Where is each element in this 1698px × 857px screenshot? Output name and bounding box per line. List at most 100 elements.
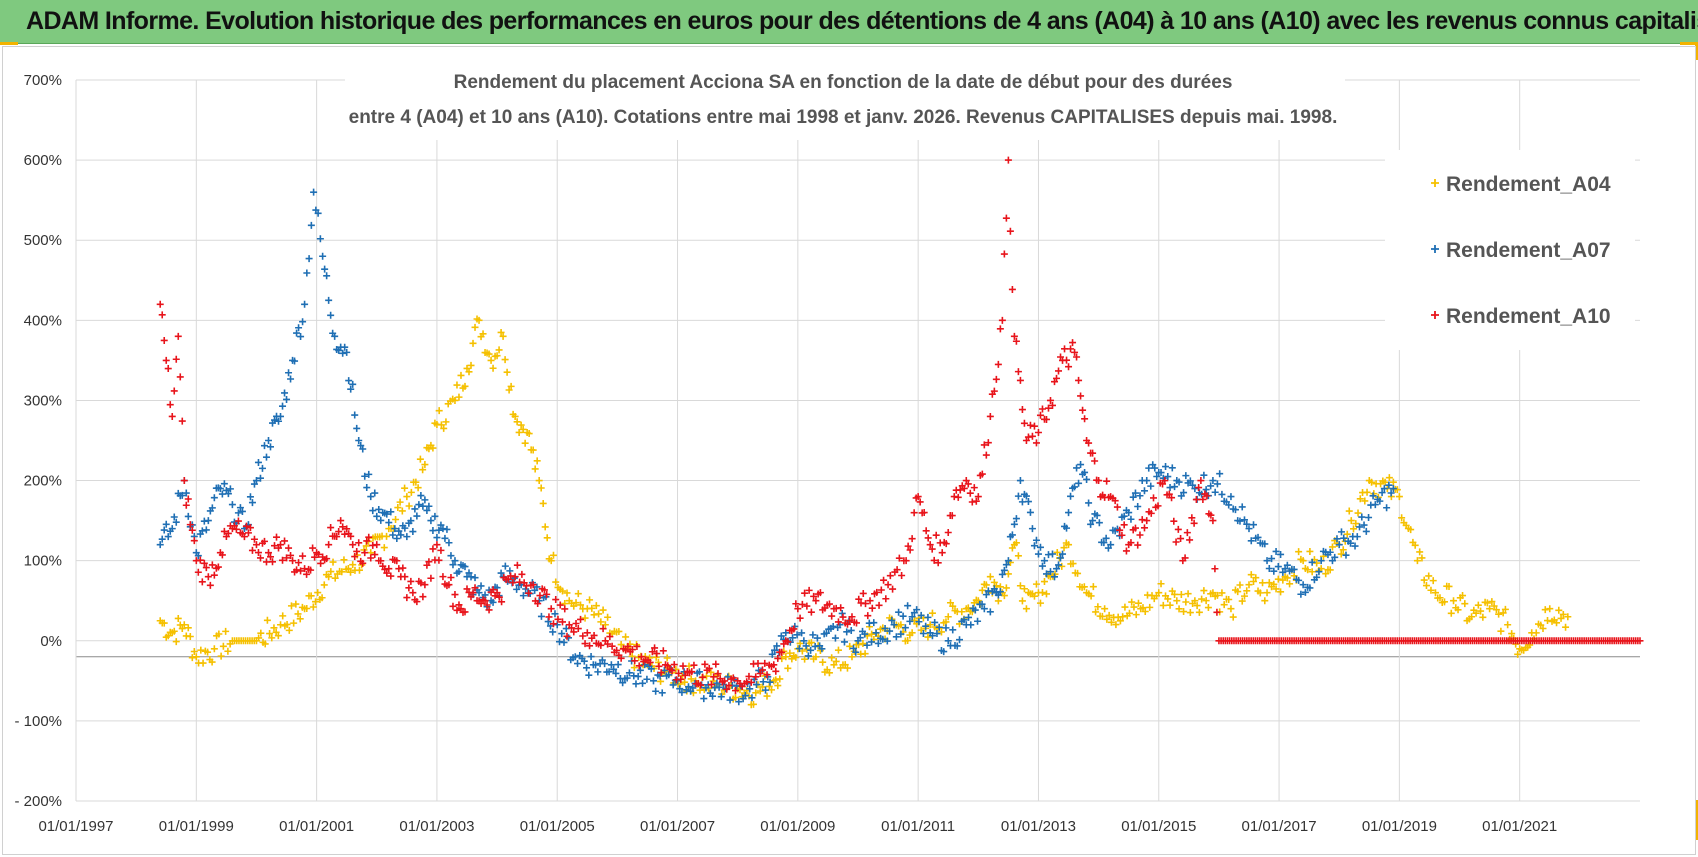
data-point bbox=[463, 585, 471, 593]
data-point bbox=[256, 474, 264, 482]
data-point bbox=[606, 633, 614, 641]
data-point bbox=[361, 549, 369, 557]
data-point bbox=[1207, 482, 1215, 490]
data-point bbox=[417, 579, 425, 587]
data-point bbox=[631, 657, 639, 665]
data-point bbox=[266, 553, 274, 561]
data-point bbox=[974, 493, 982, 501]
data-point bbox=[318, 594, 326, 602]
data-point bbox=[214, 563, 222, 571]
data-point bbox=[307, 566, 315, 574]
data-point bbox=[215, 630, 223, 638]
data-point bbox=[1085, 439, 1093, 447]
data-point bbox=[670, 661, 678, 669]
data-point bbox=[1202, 597, 1210, 605]
data-point bbox=[252, 541, 260, 549]
data-point bbox=[1200, 471, 1208, 479]
data-point bbox=[1094, 603, 1102, 611]
data-point bbox=[1174, 525, 1182, 533]
data-point bbox=[930, 556, 938, 564]
data-point bbox=[996, 588, 1004, 596]
data-point bbox=[610, 665, 618, 673]
data-point bbox=[1060, 544, 1068, 552]
legend-marker bbox=[1431, 179, 1439, 187]
data-point bbox=[942, 540, 950, 548]
data-point bbox=[319, 252, 327, 260]
data-point bbox=[483, 601, 491, 609]
data-point bbox=[1069, 339, 1077, 347]
data-point bbox=[597, 641, 605, 649]
data-point bbox=[1218, 589, 1226, 597]
data-point bbox=[1004, 156, 1012, 164]
data-point bbox=[690, 661, 698, 669]
data-point bbox=[1121, 603, 1129, 611]
data-point bbox=[401, 573, 409, 581]
data-point bbox=[226, 485, 234, 493]
data-point bbox=[1022, 492, 1030, 500]
data-point bbox=[1079, 406, 1087, 414]
data-point bbox=[248, 546, 256, 554]
data-point bbox=[316, 235, 324, 243]
data-point bbox=[363, 537, 371, 545]
grid-lines bbox=[75, 79, 1640, 802]
data-point bbox=[768, 686, 776, 694]
data-point bbox=[1360, 521, 1368, 529]
data-point bbox=[536, 592, 544, 600]
data-point bbox=[1083, 475, 1091, 483]
data-point bbox=[1301, 588, 1309, 596]
data-point bbox=[1216, 470, 1224, 478]
data-point bbox=[164, 533, 172, 541]
data-point bbox=[277, 541, 285, 549]
data-point bbox=[176, 373, 184, 381]
data-point bbox=[825, 600, 833, 608]
data-point bbox=[813, 634, 821, 642]
data-point bbox=[1422, 582, 1430, 590]
data-point bbox=[1425, 572, 1433, 580]
x-tick-label: 01/01/2005 bbox=[520, 818, 595, 835]
data-point bbox=[525, 430, 533, 438]
data-point bbox=[1077, 461, 1085, 469]
data-point bbox=[756, 687, 764, 695]
data-point bbox=[162, 520, 170, 528]
data-point bbox=[427, 574, 435, 582]
data-point bbox=[1562, 623, 1570, 631]
data-point bbox=[1356, 523, 1364, 531]
data-point bbox=[314, 589, 322, 597]
data-point bbox=[1387, 489, 1395, 497]
data-point bbox=[605, 668, 613, 676]
data-point bbox=[377, 516, 385, 524]
data-point bbox=[1193, 602, 1201, 610]
data-point bbox=[699, 673, 707, 681]
data-point bbox=[521, 439, 529, 447]
data-point bbox=[619, 679, 627, 687]
data-point bbox=[307, 592, 315, 600]
data-point bbox=[383, 569, 391, 577]
data-point bbox=[549, 551, 557, 559]
data-point bbox=[1026, 508, 1034, 516]
data-point bbox=[1030, 422, 1038, 430]
data-point bbox=[554, 615, 562, 623]
data-point bbox=[982, 581, 990, 589]
data-point bbox=[1272, 585, 1280, 593]
data-point bbox=[262, 558, 270, 566]
data-point bbox=[457, 371, 465, 379]
data-point bbox=[317, 559, 325, 567]
x-tick-label: 01/01/2017 bbox=[1242, 818, 1317, 835]
data-point bbox=[982, 591, 990, 599]
data-point bbox=[261, 640, 269, 648]
data-point bbox=[443, 525, 451, 533]
data-point bbox=[664, 662, 672, 670]
data-point bbox=[1254, 533, 1262, 541]
data-point bbox=[801, 589, 809, 597]
data-point bbox=[543, 534, 551, 542]
data-point bbox=[511, 412, 519, 420]
data-point bbox=[883, 637, 891, 645]
data-point bbox=[715, 683, 723, 691]
data-point bbox=[1272, 547, 1280, 555]
data-point bbox=[1240, 516, 1248, 524]
data-point bbox=[1268, 555, 1276, 563]
data-point bbox=[773, 642, 781, 650]
data-point bbox=[613, 646, 621, 654]
data-point bbox=[260, 537, 268, 545]
data-point bbox=[547, 557, 555, 565]
